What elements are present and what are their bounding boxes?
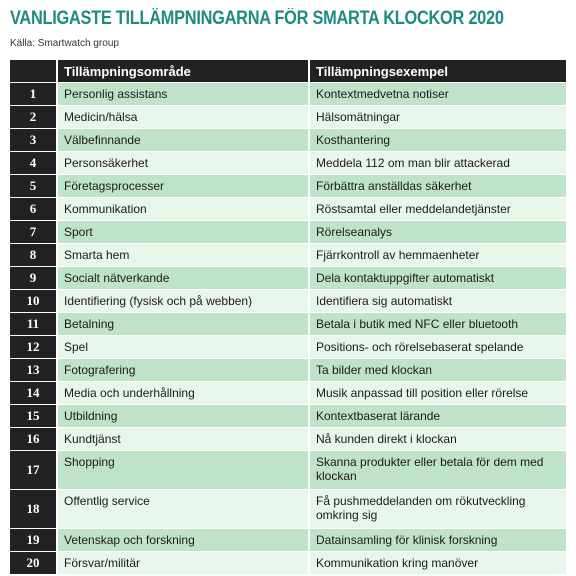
table-row: 13 Fotografering Ta bilder med klockan [10,359,566,382]
table-row: 4 Personsäkerhet Meddela 112 om man blir a… [10,152,566,175]
row-number-cell: 15 [10,405,58,427]
table-row: 16 Kundtjänst Nå kunden direkt i klockan [10,428,566,451]
row-area-cell: Kommunikation [58,198,310,220]
row-example-cell: Datainsamling för klinisk forskning [310,529,566,551]
header-number-cell [10,60,58,82]
row-number-cell: 14 [10,382,58,404]
row-area-cell: Betalning [58,313,310,335]
row-example-cell: Få pushmeddelanden om rökutveckling omkr… [310,490,566,528]
applications-table: Tillämpningsområde Tillämpningsexempel 1… [10,60,566,575]
row-example-cell: Ta bilder med klockan [310,359,566,381]
row-example-cell: Skanna produkter eller betala för dem me… [310,451,566,489]
row-example-cell: Meddela 112 om man blir attackerad [310,152,566,174]
row-number-cell: 11 [10,313,58,335]
table-row: 11 Betalning Betala i butik med NFC eller … [10,313,566,336]
row-area-cell: Media och underhållning [58,382,310,404]
row-example-cell: Dela kontaktuppgifter automatiskt [310,267,566,289]
row-area-cell: Offentlig service [58,490,310,528]
row-area-cell: Försvar/militär [58,552,310,574]
table-row: 19 Vetenskap och forskning Datainsamling f… [10,529,566,552]
row-area-cell: Smarta hem [58,244,310,266]
row-area-cell: Kundtjänst [58,428,310,450]
row-example-cell: Nå kunden direkt i klockan [310,428,566,450]
row-number-cell: 9 [10,267,58,289]
row-area-cell: Spel [58,336,310,358]
table-row: 1 Personlig assistans Kontextmedvetna noti… [10,83,566,106]
table-row: 18 Offentlig service Få pushmeddelanden om… [10,490,566,529]
header-example-cell: Tillämpningsexempel [310,60,566,82]
row-area-cell: Medicin/hälsa [58,106,310,128]
row-example-cell: Betala i butik med NFC eller bluetooth [310,313,566,335]
row-number-cell: 2 [10,106,58,128]
row-area-cell: Personlig assistans [58,83,310,105]
row-example-cell: Röstsamtal eller meddelandetjänster [310,198,566,220]
row-area-cell: Företagsprocesser [58,175,310,197]
header-area-cell: Tillämpningsområde [58,60,310,82]
page-title: VANLIGASTE TILLÄMPNINGARNA FÖR SMARTA KL… [10,8,504,29]
row-area-cell: Välbefinnande [58,129,310,151]
row-area-cell: Utbildning [58,405,310,427]
row-area-cell: Vetenskap och forskning [58,529,310,551]
table-row: 17 Shopping Skanna produkter eller betala … [10,451,566,490]
table-row: 10 Identifiering (fysisk och på webben) Id… [10,290,566,313]
table-row: 2 Medicin/hälsa Hälsomätningar [10,106,566,129]
table-row: 15 Utbildning Kontextbaserat lärande [10,405,566,428]
source-note: Källa: Smartwatch group [10,38,119,49]
row-example-cell: Hälsomätningar [310,106,566,128]
row-number-cell: 6 [10,198,58,220]
row-number-cell: 12 [10,336,58,358]
row-number-cell: 1 [10,83,58,105]
row-example-cell: Positions- och rörelsebaserat spelande [310,336,566,358]
row-example-cell: Rörelseanalys [310,221,566,243]
row-number-cell: 16 [10,428,58,450]
row-example-cell: Kommunikation kring manöver [310,552,566,574]
row-number-cell: 10 [10,290,58,312]
table-row: 6 Kommunikation Röstsamtal eller meddeland… [10,198,566,221]
table-row: 8 Smarta hem Fjärrkontroll av hemmaenheter [10,244,566,267]
row-area-cell: Personsäkerhet [58,152,310,174]
row-example-cell: Kosthantering [310,129,566,151]
table-body: 1 Personlig assistans Kontextmedvetna noti… [10,83,566,575]
row-number-cell: 7 [10,221,58,243]
row-example-cell: Kontextmedvetna notiser [310,83,566,105]
row-number-cell: 5 [10,175,58,197]
table-row: 12 Spel Positions- och rörelsebaserat spel… [10,336,566,359]
row-number-cell: 18 [10,490,58,528]
row-number-cell: 20 [10,552,58,574]
row-number-cell: 13 [10,359,58,381]
row-number-cell: 4 [10,152,58,174]
table-row: 5 Företagsprocesser Förbättra anställdas s… [10,175,566,198]
row-example-cell: Identifiera sig automatiskt [310,290,566,312]
row-number-cell: 17 [10,451,58,489]
row-number-cell: 3 [10,129,58,151]
row-area-cell: Fotografering [58,359,310,381]
row-example-cell: Kontextbaserat lärande [310,405,566,427]
table-row: 14 Media och underhållning Musik anpassad … [10,382,566,405]
row-area-cell: Identifiering (fysisk och på webben) [58,290,310,312]
row-example-cell: Fjärrkontroll av hemmaenheter [310,244,566,266]
row-example-cell: Musik anpassad till position eller rörel… [310,382,566,404]
row-example-cell: Förbättra anställdas säkerhet [310,175,566,197]
row-number-cell: 19 [10,529,58,551]
row-area-cell: Socialt nätverkande [58,267,310,289]
table-header-row: Tillämpningsområde Tillämpningsexempel [10,60,566,83]
table-row: 7 Sport Rörelseanalys [10,221,566,244]
table-row: 20 Försvar/militär Kommunikation kring man… [10,552,566,575]
table-row: 9 Socialt nätverkande Dela kontaktuppgifte… [10,267,566,290]
row-number-cell: 8 [10,244,58,266]
row-area-cell: Shopping [58,451,310,489]
row-area-cell: Sport [58,221,310,243]
table-row: 3 Välbefinnande Kosthantering [10,129,566,152]
